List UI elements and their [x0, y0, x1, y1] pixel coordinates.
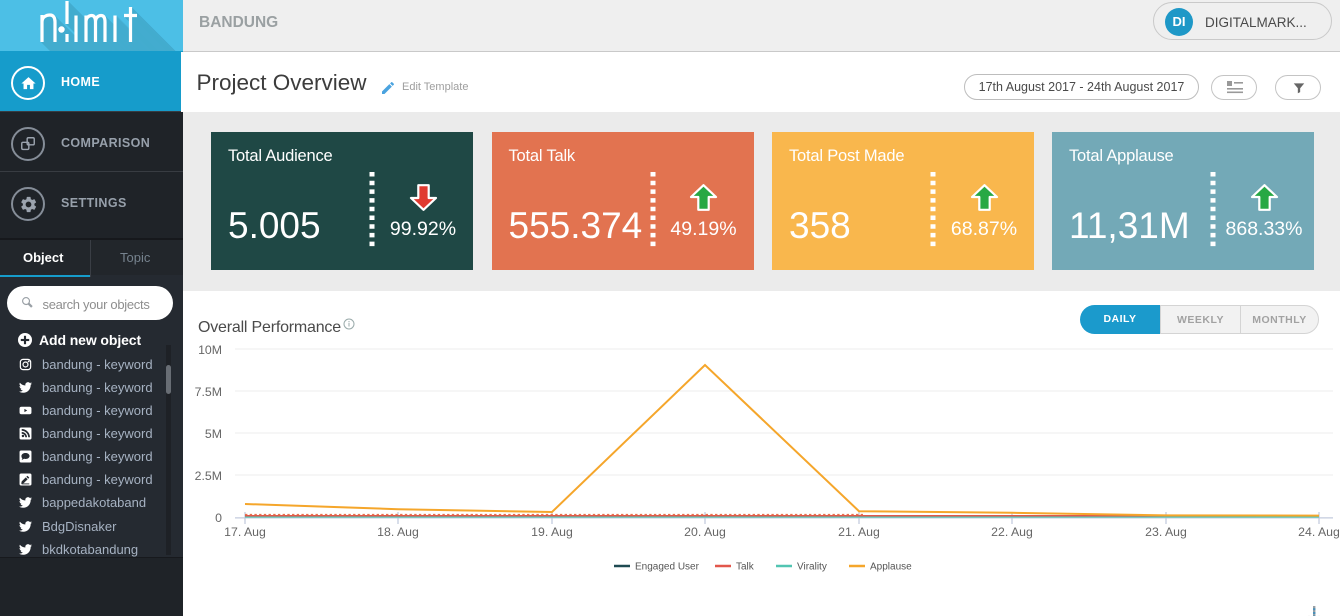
svg-text:Applause: Applause: [870, 562, 912, 573]
svg-text:21. Aug: 21. Aug: [838, 525, 880, 539]
svg-text:2.5M: 2.5M: [195, 469, 222, 483]
svg-text:10M: 10M: [198, 343, 222, 357]
svg-text:19. Aug: 19. Aug: [531, 525, 573, 539]
svg-text:7.5M: 7.5M: [195, 385, 222, 399]
svg-text:23. Aug: 23. Aug: [1145, 525, 1187, 539]
svg-text:20. Aug: 20. Aug: [684, 525, 726, 539]
svg-text:17. Aug: 17. Aug: [224, 525, 266, 539]
svg-text:18. Aug: 18. Aug: [377, 525, 419, 539]
svg-text:Virality: Virality: [797, 562, 827, 573]
svg-text:22. Aug: 22. Aug: [991, 525, 1033, 539]
svg-text:5M: 5M: [205, 427, 222, 441]
svg-text:0: 0: [215, 511, 222, 525]
svg-text:24. Aug: 24. Aug: [1298, 525, 1340, 539]
svg-text:Talk: Talk: [736, 562, 755, 573]
svg-text:Engaged User: Engaged User: [635, 562, 700, 573]
